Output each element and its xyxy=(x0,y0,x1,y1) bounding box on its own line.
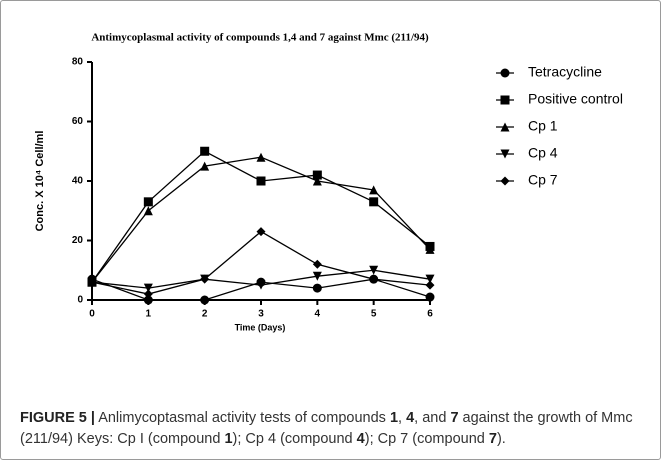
data-point xyxy=(256,176,266,186)
caption-text: Anlimycoptasmal activity tests of compou… xyxy=(94,410,390,426)
caption-text: , xyxy=(398,410,407,426)
y-tick-label: 80 xyxy=(72,57,84,68)
data-point xyxy=(425,244,435,254)
caption-text: 7 xyxy=(450,410,459,426)
y-tick-label: 60 xyxy=(72,116,84,127)
y-tick-label: 0 xyxy=(77,295,83,306)
caption-text: 1 xyxy=(224,431,233,447)
y-tick-label: 40 xyxy=(72,176,84,187)
x-tick-label: 2 xyxy=(202,309,208,320)
x-tick-label: 4 xyxy=(315,309,321,320)
data-point xyxy=(256,227,266,237)
caption-text: 7 xyxy=(488,431,497,447)
caption-text: ); Cp 7 (compound xyxy=(364,431,489,447)
data-point xyxy=(256,280,266,290)
data-point xyxy=(87,277,97,287)
caption-text: against the growth of Mmc (211/94) Keys:… xyxy=(20,410,633,447)
legend-marker xyxy=(500,176,510,186)
chart: Antimycoplasmal activity of compounds 1,… xyxy=(34,32,623,333)
data-point xyxy=(369,185,379,195)
x-tick-label: 0 xyxy=(89,309,95,320)
caption-text: , and xyxy=(414,410,451,426)
y-tick-label: 20 xyxy=(72,235,84,246)
series-line xyxy=(91,150,431,283)
data-point xyxy=(200,161,210,171)
data-point xyxy=(312,259,322,269)
legend-marker xyxy=(500,95,510,105)
caption-text: 1 xyxy=(389,410,399,426)
data-point xyxy=(143,206,153,216)
data-point xyxy=(256,152,266,162)
data-point xyxy=(425,280,435,290)
data-point xyxy=(200,274,210,284)
caption-text: FIGURE 5 | xyxy=(20,410,95,426)
x-tick-label: 1 xyxy=(146,309,152,320)
data-point xyxy=(200,295,210,305)
data-point xyxy=(369,274,379,284)
data-point xyxy=(425,274,435,284)
chart-title: Antimycoplasmal activity of compounds 1,… xyxy=(91,32,429,44)
caption-text: 4 xyxy=(356,431,365,447)
data-point xyxy=(143,283,153,293)
data-point xyxy=(200,146,210,156)
legend-marker xyxy=(500,122,510,132)
legend-label: Positive control xyxy=(528,91,623,107)
data-point xyxy=(143,197,153,207)
caption: FIGURE 5 | Anlimycoptasmal activity test… xyxy=(20,408,650,450)
legend-marker xyxy=(500,68,510,78)
caption-text: 4 xyxy=(406,410,415,426)
x-tick-label: 5 xyxy=(371,309,377,320)
data-point xyxy=(143,289,153,299)
caption-text: ); Cp 4 (compound xyxy=(232,431,357,447)
series-line xyxy=(91,156,431,283)
data-point xyxy=(369,265,379,275)
x-axis-label: Time (Days) xyxy=(235,322,286,332)
x-tick-label: 6 xyxy=(427,309,433,320)
data-point xyxy=(312,283,322,293)
legend-label: Cp 1 xyxy=(528,118,558,134)
data-point xyxy=(312,271,322,281)
x-tick-label: 3 xyxy=(258,309,264,320)
data-point xyxy=(143,295,153,305)
data-point xyxy=(425,292,435,302)
data-point xyxy=(369,197,379,207)
data-point xyxy=(312,176,322,186)
data-point xyxy=(312,170,322,180)
y-axis-label: Conc. X 10⁴ Cell/ml xyxy=(34,131,46,232)
legend-label: Cp 4 xyxy=(528,145,558,161)
legend-label: Cp 7 xyxy=(528,172,558,188)
caption-text: ). xyxy=(496,431,506,447)
legend-label: Tetracycline xyxy=(528,64,602,80)
legend-marker xyxy=(500,149,510,159)
